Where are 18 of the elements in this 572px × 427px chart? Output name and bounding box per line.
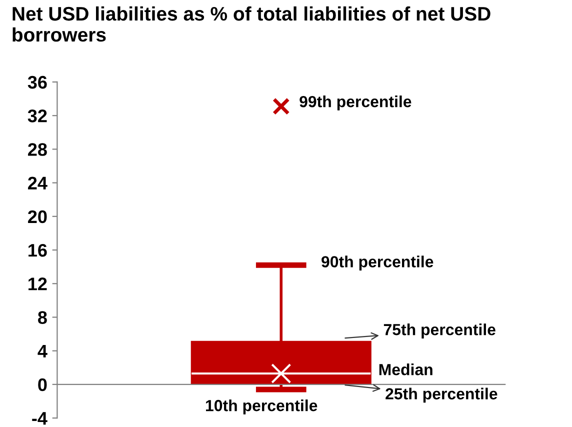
annotation: 75th percentile (384, 324, 496, 338)
annotation: 25th percentile (386, 388, 498, 403)
y-tick-label: 36 (28, 76, 47, 89)
y-tick-label: 0 (38, 378, 47, 392)
y-tick-label: 20 (28, 210, 47, 224)
y-tick-label: 28 (28, 143, 47, 156)
y-tick-label: 4 (38, 344, 48, 358)
y-tick-label: 12 (28, 278, 47, 290)
y-tick-label: -4 (32, 412, 48, 425)
y-tick-label: 8 (38, 311, 47, 324)
annotation: 90th percentile (322, 256, 434, 271)
y-tick-label: 24 (28, 176, 48, 190)
y-tick-label: 32 (28, 110, 47, 122)
annotation: Median (379, 364, 432, 376)
annotation: 10th percentile (206, 400, 318, 414)
chart-title: Net USD liabilities as % of total liabilities of net USD borrowers (12, 6, 490, 42)
annotation: 99th percentile (300, 96, 412, 110)
y-tick-label: 16 (28, 244, 47, 257)
